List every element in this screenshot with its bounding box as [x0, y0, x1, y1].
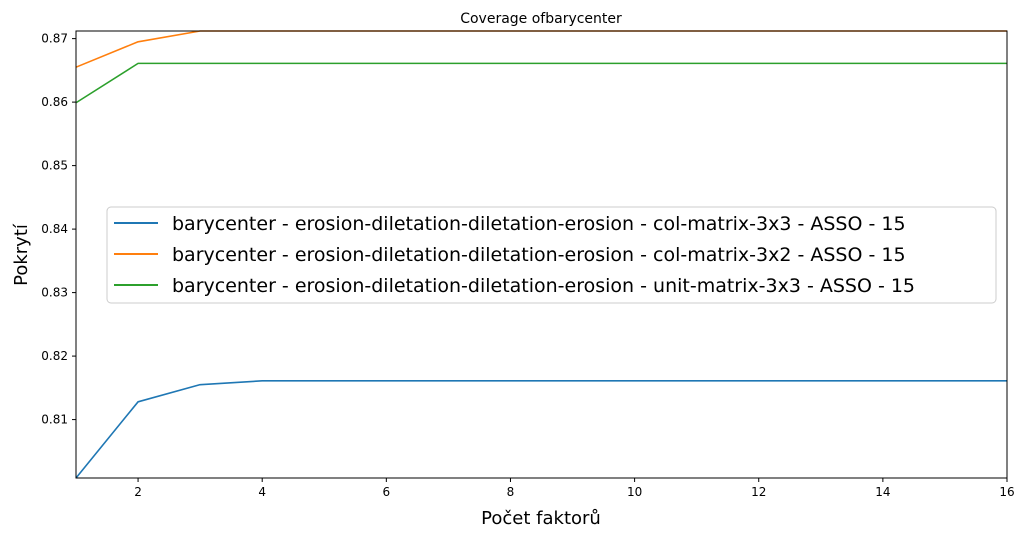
y-tick-label: 0.86 — [41, 95, 68, 109]
x-tick-label: 14 — [875, 485, 890, 499]
y-tick-label: 0.84 — [41, 222, 68, 236]
legend: barycenter - erosion-diletation-diletati… — [106, 206, 997, 304]
x-tick-label: 16 — [999, 485, 1014, 499]
x-axis-ticks: 2 4 6 8 10 12 14 16 — [134, 478, 1015, 499]
y-axis-label: Pokrytí — [11, 223, 32, 286]
legend-label-3: barycenter - erosion-diletation-diletati… — [172, 275, 915, 297]
y-tick-label: 0.87 — [41, 32, 68, 46]
series-line-2 — [75, 30, 1007, 68]
x-tick-label: 12 — [751, 485, 766, 499]
y-tick-label: 0.85 — [41, 159, 68, 173]
y-tick-label: 0.81 — [41, 413, 68, 427]
x-tick-label: 4 — [258, 485, 266, 499]
x-tick-label: 2 — [134, 485, 142, 499]
y-tick-label: 0.83 — [41, 286, 68, 300]
x-tick-label: 6 — [383, 485, 391, 499]
legend-label-2: barycenter - erosion-diletation-diletati… — [172, 244, 906, 266]
series-line-3 — [75, 62, 1007, 104]
y-axis-ticks: 0.81 0.82 0.83 0.84 0.85 0.86 0.87 — [41, 32, 76, 427]
y-tick-label: 0.82 — [41, 349, 68, 363]
chart-title: Coverage ofbarycenter — [460, 11, 622, 27]
x-tick-label: 10 — [627, 485, 642, 499]
legend-label-1: barycenter - erosion-diletation-diletati… — [172, 213, 906, 235]
plot-frame — [75, 30, 1008, 479]
legend-box — [106, 206, 997, 304]
x-axis-label: Počet faktorů — [481, 508, 601, 529]
series-line-1 — [75, 380, 1007, 479]
x-tick-label: 8 — [507, 485, 515, 499]
